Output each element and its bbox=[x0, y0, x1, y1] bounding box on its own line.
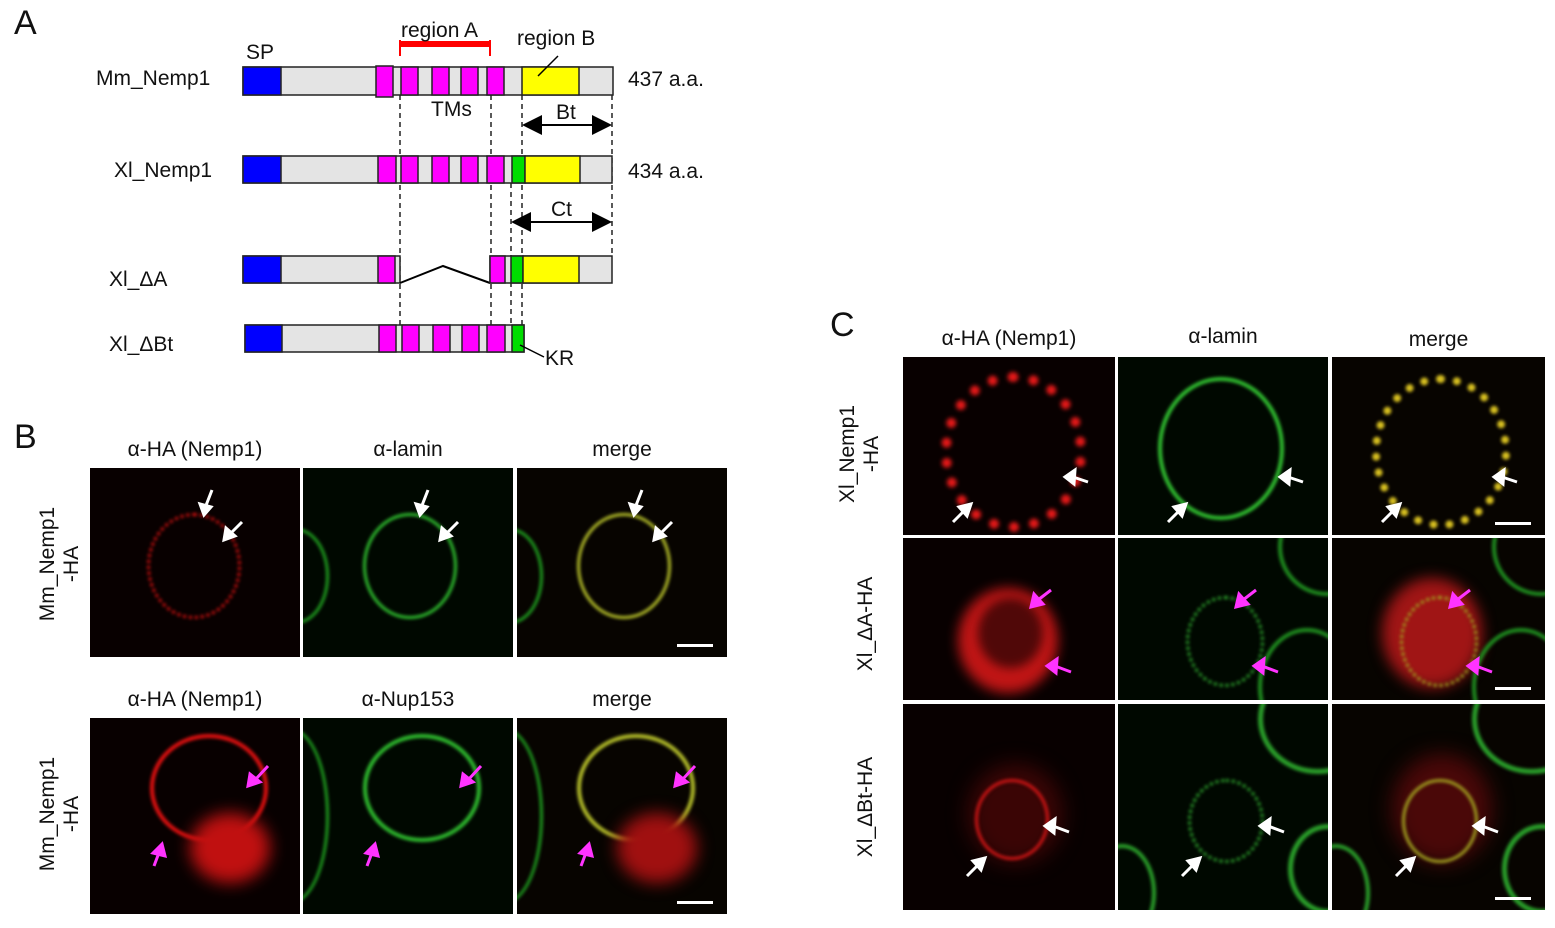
arrow-icon bbox=[1394, 815, 1499, 878]
sp-label: SP bbox=[246, 41, 275, 64]
micrograph-c2-merge bbox=[1332, 538, 1545, 700]
arrow-icon bbox=[627, 489, 674, 543]
row-label: Xl_ΔA-HA bbox=[854, 576, 877, 672]
row-label: Mm_Nemp1 -HA bbox=[36, 506, 83, 622]
arrow-icon bbox=[577, 764, 697, 867]
region-b-pointer bbox=[537, 55, 559, 77]
alignment-dashed-lines bbox=[399, 95, 613, 325]
construct-xl-delta-bt bbox=[244, 324, 525, 353]
micrograph-c3-ha bbox=[903, 704, 1115, 910]
construct-xl-delta-a bbox=[242, 255, 613, 284]
panel-label-b: B bbox=[14, 418, 37, 456]
panel-label-a: A bbox=[14, 4, 37, 42]
length-label: 437 a.a. bbox=[628, 68, 704, 91]
construct-mm-nemp1 bbox=[242, 65, 614, 98]
micrograph-c3-merge bbox=[1332, 704, 1545, 910]
scale-bar bbox=[677, 644, 713, 647]
kr-pointer bbox=[519, 344, 545, 358]
row-label: Xl_ΔBt-HA bbox=[854, 756, 877, 858]
micrograph-c1-lamin bbox=[1118, 357, 1328, 535]
micrograph-b1-merge bbox=[517, 468, 727, 657]
arrow-icon bbox=[951, 466, 1089, 524]
micrograph-b2-merge bbox=[517, 718, 727, 914]
arrow-icon bbox=[363, 764, 483, 867]
arrow-icon bbox=[1166, 466, 1304, 524]
arrow-icon bbox=[197, 489, 244, 543]
construct-label: Xl_ΔBt bbox=[109, 333, 174, 356]
column-header: α-lamin bbox=[1188, 325, 1258, 348]
arrow-icon bbox=[1380, 466, 1518, 524]
column-header: merge bbox=[1408, 328, 1469, 351]
micrograph-b1-lamin bbox=[303, 468, 513, 657]
micrograph-c2-lamin bbox=[1118, 538, 1328, 700]
micrograph-c1-ha bbox=[903, 357, 1115, 535]
scale-bar bbox=[1495, 897, 1531, 900]
row-label: Xl_Nemp1 -HA bbox=[836, 404, 883, 504]
kr-label: KR bbox=[545, 347, 575, 370]
row-label: Mm_Nemp1 -HA bbox=[36, 756, 83, 872]
column-header: α-HA (Nemp1) bbox=[127, 438, 263, 461]
scale-bar bbox=[677, 901, 713, 904]
column-header: α-Nup153 bbox=[361, 688, 455, 711]
micrograph-b1-ha bbox=[90, 468, 300, 657]
tms-label: TMs bbox=[431, 98, 472, 121]
bt-label: Bt bbox=[556, 101, 576, 124]
region-a-label: region A bbox=[401, 19, 479, 42]
column-header: α-HA (Nemp1) bbox=[941, 327, 1077, 350]
construct-xl-nemp1 bbox=[242, 155, 613, 184]
micrograph-c1-merge bbox=[1332, 357, 1545, 535]
ct-label: Ct bbox=[551, 198, 572, 221]
domain-diagram bbox=[242, 40, 614, 358]
construct-label: Xl_ΔA bbox=[109, 268, 168, 291]
arrow-icon bbox=[413, 489, 460, 543]
column-header: α-HA (Nemp1) bbox=[127, 688, 263, 711]
micrograph-b2-nup153 bbox=[303, 718, 513, 914]
construct-label: Xl_Nemp1 bbox=[114, 159, 213, 182]
scale-bar bbox=[1495, 687, 1531, 690]
arrow-icon bbox=[965, 815, 1070, 878]
micrograph-b2-ha bbox=[90, 718, 300, 914]
column-header: α-lamin bbox=[373, 438, 443, 461]
arrow-icon bbox=[150, 764, 270, 867]
micrograph-c3-lamin bbox=[1118, 704, 1328, 910]
construct-label: Mm_Nemp1 bbox=[96, 67, 211, 90]
scale-bar bbox=[1495, 522, 1531, 525]
panel-label-c: C bbox=[830, 306, 855, 344]
length-label: 434 a.a. bbox=[628, 160, 704, 183]
column-header: merge bbox=[592, 438, 652, 461]
arrow-icon bbox=[1028, 588, 1072, 676]
arrow-icon bbox=[1180, 815, 1285, 878]
column-header: merge bbox=[592, 688, 652, 711]
micrograph-c2-ha bbox=[903, 538, 1115, 700]
arrow-icon bbox=[1233, 588, 1279, 676]
region-b-label: region B bbox=[517, 27, 596, 50]
arrow-icon bbox=[1447, 588, 1493, 676]
